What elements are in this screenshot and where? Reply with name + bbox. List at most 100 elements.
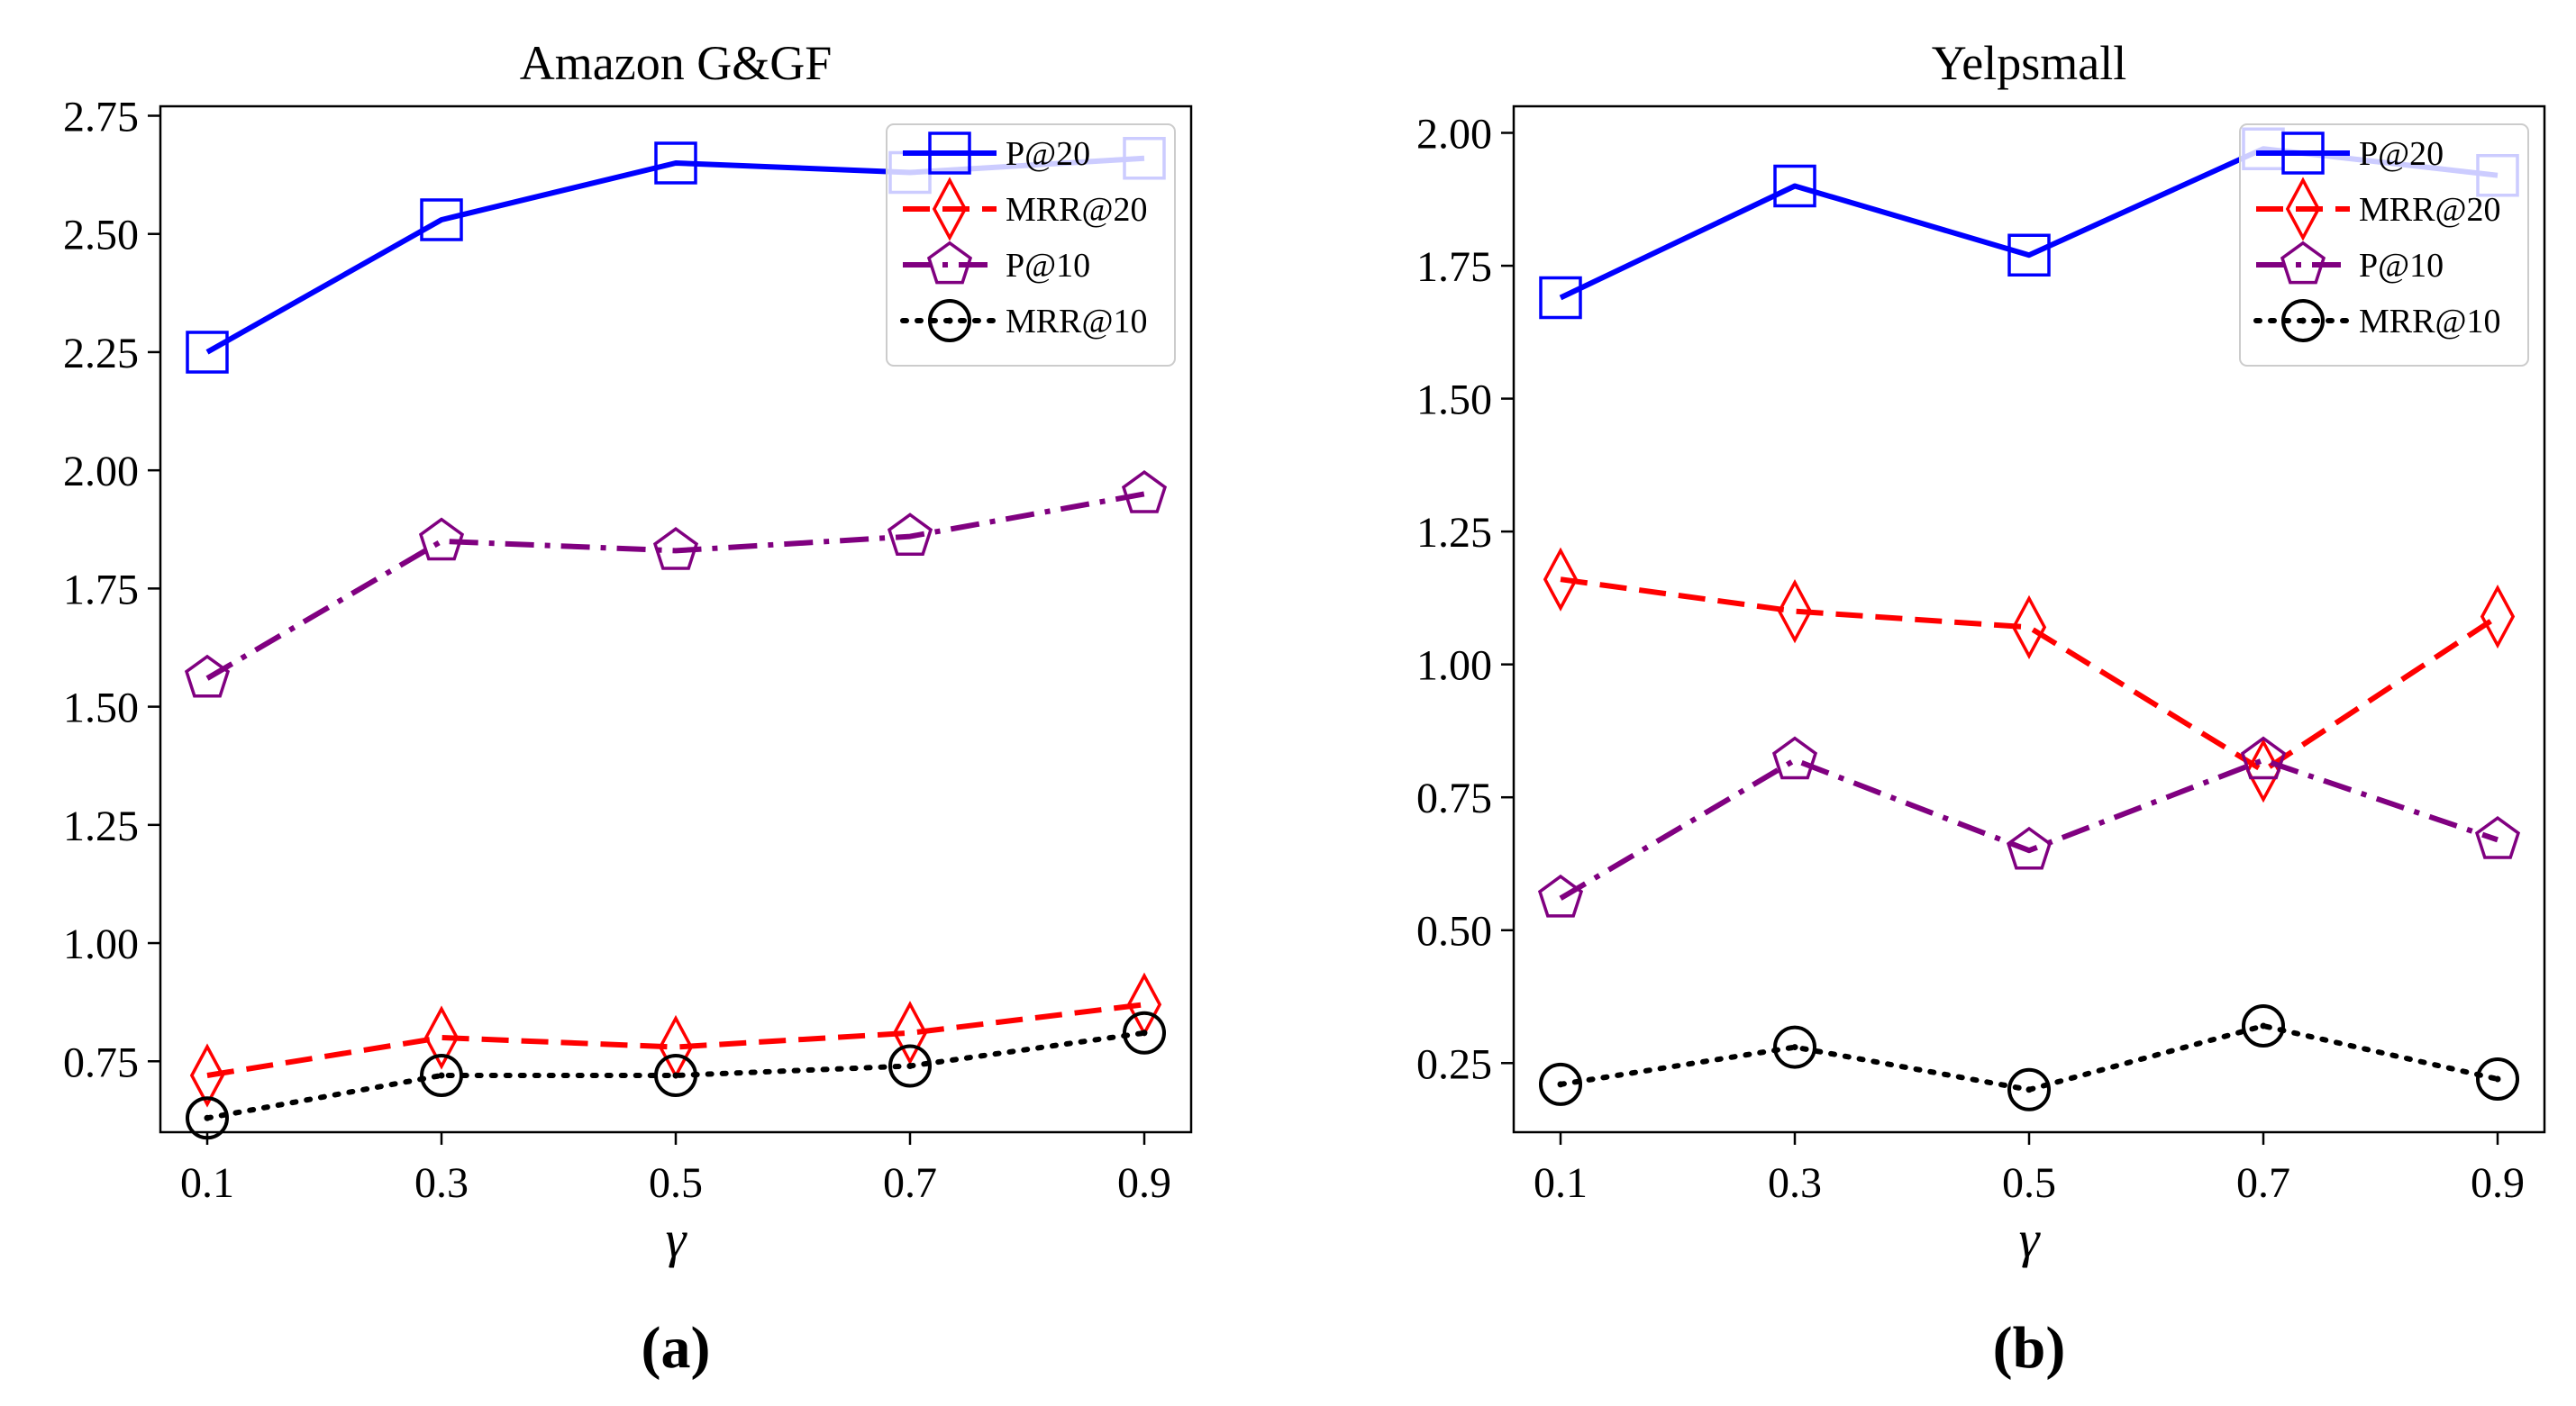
panel-b-data-point [2011,594,2047,659]
panel-b-series-line [1559,757,2499,901]
panel-b-legend-marker [2281,299,2325,342]
panel-a-data-point [186,331,229,374]
panel-a-data-point [423,1005,460,1070]
panel-a-data-point [420,198,463,241]
panel-b-data-point [2240,736,2287,780]
panel-b-xtick-label: 0.5 [2002,1159,2056,1207]
panel-b-data-point [1543,547,1579,612]
panel-a-xlabel: γ [666,1210,688,1268]
panel-b-xtick-label: 0.9 [2471,1159,2525,1207]
panel-b-xtick-label: 0.3 [1768,1159,1822,1207]
panel-b-legend-item-mrr-10: MRR@10 [2253,299,2500,342]
panel-b-data-point [2006,826,2053,870]
panel-a-data-point [418,517,465,561]
panel-a-legend-label: P@20 [1006,135,1090,173]
panel-b-series-mrr-10 [1539,1003,2519,1111]
panel-a-ytick-label: 2.75 [63,93,139,141]
panel-a-series-mrr-20 [189,972,1162,1108]
panel-a-legend-item-mrr-10: MRR@10 [900,299,1147,342]
panel-b-ytick-label: 1.50 [1416,376,1492,424]
panel-b-data-point [1773,1025,1816,1069]
panel-b-legend-marker [2281,132,2325,175]
panel-a-ytick-label: 1.75 [63,566,139,613]
panel-b-series-line [1560,576,2499,774]
panel-b-series-p-10 [1537,736,2521,918]
panel-a-xtick-label: 0.3 [414,1159,469,1207]
panel-a-legend-label: MRR@20 [1006,191,1147,229]
panel-a-xtick-label: 0.7 [883,1159,937,1207]
panel-a-data-point [186,1096,229,1140]
panel-b-legend: P@20 MRR@20 P@10 MRR@10 [2239,123,2529,367]
panel-a-legend-label: MRR@10 [1006,303,1147,340]
panel-a-data-point [184,654,231,698]
panel-b-data-point [1539,1062,1582,1106]
panel-b-data-point [2007,1067,2051,1111]
panel-a-legend-marker [928,132,971,175]
panel-b-ytick-label: 1.75 [1416,243,1492,291]
panel-b-ytick-label: 1.25 [1416,509,1492,557]
panel-b-data-point [2476,1057,2519,1101]
panel-b-data-point [1771,736,1818,780]
panel-a-legend-item-p-10: P@10 [903,240,1090,285]
panel-b-data-point [1777,579,1813,644]
panel-b-data-point [2242,1003,2285,1048]
panel-b-series-line [1558,1023,2500,1093]
panel-b-legend-label: P@10 [2359,247,2444,285]
panel-b-xtick-label: 0.1 [1534,1159,1588,1207]
panel-b-ytick-label: 1.00 [1416,642,1492,690]
panel-a-data-point [654,141,697,185]
panel-b-legend-label: P@20 [2359,135,2444,173]
panel-b-legend-marker [2285,177,2321,241]
panel-a-ytick-label: 1.00 [63,921,139,968]
panel-b-legend-label: MRR@10 [2359,303,2500,340]
panel-a-series-line [205,491,1145,681]
panel-a-data-point [892,1001,928,1066]
panel-b: Yelpsmall 0.25 0.50 0.75 1.00 1.25 1.50 1.75 2.0… [1416,36,2546,1381]
panel-a-series-mrr-10 [186,1011,1166,1140]
panel-b-data-point [2480,584,2516,649]
panel-a-legend-marker [932,177,968,241]
panel-a-legend-marker [926,240,973,285]
panel-a-data-point [420,1054,463,1098]
panel-b-legend-marker [2280,240,2326,285]
panel-a-data-point [652,527,699,570]
panel-b-xtick-label: 0.7 [2236,1159,2290,1207]
panel-a: Amazon G&GF 0.75 1.00 1.25 1.50 1.75 2.00 2.25 2… [63,36,1193,1381]
panel-b-legend-item-mrr-20: MRR@20 [2256,177,2500,241]
panel-a-legend: P@20 MRR@20 P@10 MRR@10 [886,123,1176,367]
panel-b-legend-label: MRR@20 [2359,191,2500,229]
panel-b-data-point [1537,874,1584,918]
panel-a-xtick-label: 0.9 [1117,1159,1171,1207]
panel-a-title: Amazon G&GF [520,36,832,90]
panel-a-xtick-label: 0.5 [649,1159,703,1207]
panel-b-data-point [1773,164,1816,208]
panel-a-ytick-label: 0.75 [63,1039,139,1086]
panel-b-legend-item-p-20: P@20 [2256,132,2444,175]
panel-b-legend-item-p-10: P@10 [2256,240,2444,285]
panel-a-data-point [189,1043,225,1108]
panel-b-title: Yelpsmall [1932,36,2127,90]
panel-a-ytick-label: 2.00 [63,448,139,495]
panel-b-ytick-label: 2.00 [1416,111,1492,159]
panel-a-legend-marker [928,299,971,342]
panel-b-ytick-label: 0.25 [1416,1040,1492,1088]
panel-b-ytick-label: 0.50 [1416,908,1492,956]
panel-b-legend-box [2239,123,2529,367]
panel-a-data-point [654,1054,697,1098]
panel-b-data-point [2474,816,2521,859]
panel-b-xlabel: γ [2019,1210,2042,1268]
panel-b-data-point [1539,276,1582,320]
panel-a-xtick-label: 0.1 [180,1159,234,1207]
panel-a-panel-label: (a) [642,1315,711,1381]
panel-b-data-point [2007,233,2051,277]
panel-a-ytick-label: 1.25 [63,803,139,850]
panel-a-data-point [888,1044,932,1088]
panel-a-legend-item-mrr-20: MRR@20 [903,177,1147,241]
panel-a-data-point [887,513,933,556]
panel-a-ytick-label: 2.25 [63,330,139,377]
panel-a-ytick-label: 2.50 [63,212,139,259]
panel-b-panel-label: (b) [1993,1315,2066,1381]
panel-a-legend-label: P@10 [1006,247,1090,285]
panel-a-legend-item-p-20: P@20 [903,132,1090,175]
panel-a-data-point [1121,470,1168,513]
